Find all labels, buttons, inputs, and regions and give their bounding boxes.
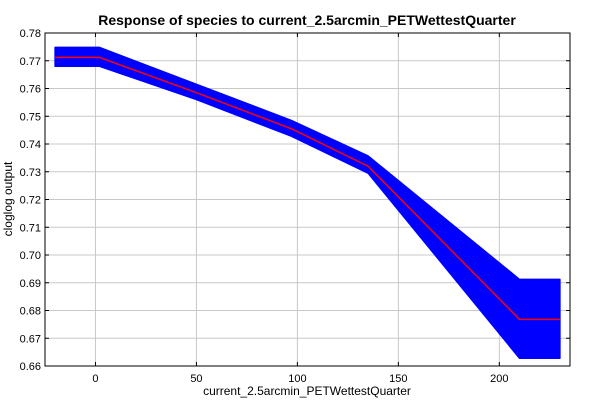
chart-title: Response of species to current_2.5arcmin… xyxy=(98,12,516,28)
confidence-band-layer xyxy=(54,46,561,359)
confidence-band xyxy=(54,46,561,359)
y-tick-label: 0.75 xyxy=(20,111,41,123)
y-tick-label: 0.77 xyxy=(20,56,41,68)
y-tick-label: 0.73 xyxy=(20,167,41,179)
y-tick-label: 0.69 xyxy=(20,278,41,290)
x-tick-label: 100 xyxy=(288,373,306,385)
y-tick-label: 0.71 xyxy=(20,222,41,234)
y-tick-label: 0.74 xyxy=(20,139,41,151)
y-axis-label: cloglog output xyxy=(1,161,15,236)
response-line-layer xyxy=(55,56,560,321)
y-tick-label: 0.67 xyxy=(20,333,41,345)
x-axis-label: current_2.5arcmin_PETWettestQuarter xyxy=(203,384,411,398)
x-axis-ticks: 0 50 100 150 200 xyxy=(92,33,509,385)
response-line xyxy=(55,56,560,321)
x-tick-label: 150 xyxy=(389,373,407,385)
y-tick-label: 0.70 xyxy=(20,250,41,262)
y-tick-label: 0.78 xyxy=(20,28,41,40)
y-axis-ticks: 0.66 0.67 0.68 0.69 0.70 0.71 0.72 0.73 0.74 0.75… xyxy=(20,28,570,373)
y-tick-label: 0.72 xyxy=(20,195,41,207)
y-tick-label: 0.76 xyxy=(20,84,41,96)
x-tick-label: 0 xyxy=(92,373,98,385)
x-tick-label: 200 xyxy=(490,373,508,385)
y-tick-label: 0.66 xyxy=(20,361,41,373)
y-tick-label: 0.68 xyxy=(20,306,41,318)
x-tick-label: 50 xyxy=(190,373,202,385)
